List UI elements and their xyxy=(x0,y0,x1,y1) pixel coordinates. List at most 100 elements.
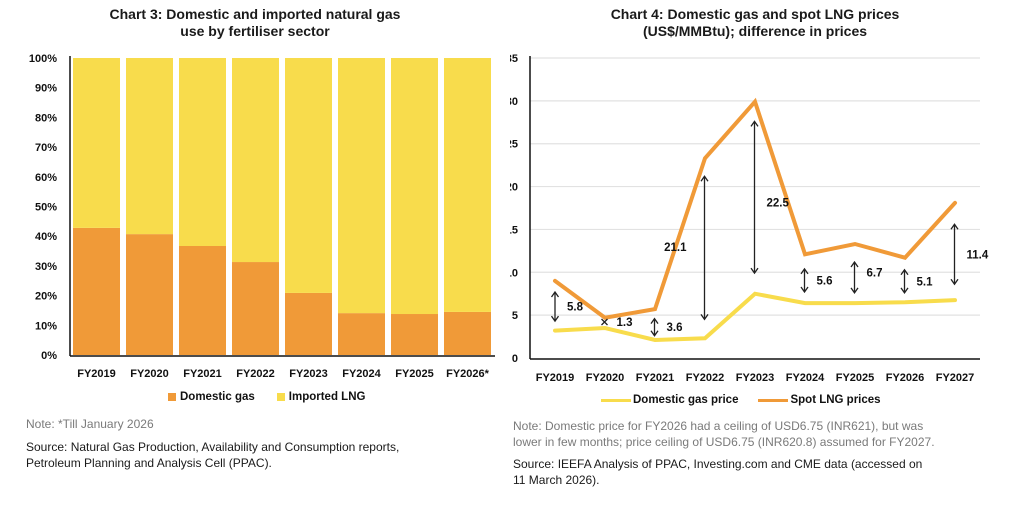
chart4-note: Note: Domestic price for FY2026 had a ce… xyxy=(513,418,935,450)
x-tick-label: FY2024 xyxy=(342,368,381,380)
legend-item-domestic-gas: Domestic gas xyxy=(168,391,255,403)
x-tick-label: FY2022 xyxy=(686,372,725,384)
y-tick-label: 20% xyxy=(35,291,57,303)
y-tick-label: 70% xyxy=(35,142,57,154)
y-tick-label: 25 xyxy=(510,139,518,151)
chart3-legend: Domestic gas Imported LNG xyxy=(168,391,387,403)
bar-imported-lng-FY2022 xyxy=(232,58,279,263)
y-tick-label: 0% xyxy=(41,350,57,362)
diff-arrow-FY2024 xyxy=(800,267,809,294)
legend-swatch-domestic-gas-price xyxy=(601,398,631,402)
diff-arrow-FY2027 xyxy=(950,223,959,286)
bar-domestic-gas-FY2024 xyxy=(338,313,385,355)
diff-label-FY2019: 5.8 xyxy=(567,302,584,314)
bar-domestic-gas-FY2026 xyxy=(444,311,491,355)
diff-arrow-FY2022 xyxy=(700,175,709,321)
chart4-source-line1: Source: IEEFA Analysis of PPAC, Investin… xyxy=(513,457,923,471)
x-tick-label: FY2019 xyxy=(77,368,116,380)
y-tick-label: 100% xyxy=(29,53,57,65)
bar-imported-lng-FY2025 xyxy=(391,58,438,315)
x-tick-label: FY2020 xyxy=(130,368,169,380)
bar-domestic-gas-FY2021 xyxy=(179,246,226,355)
chart3-title: Chart 3: Domestic and imported natural g… xyxy=(0,6,510,40)
legend-label-spot-lng-prices: Spot LNG prices xyxy=(790,394,881,406)
diff-arrow-FY2025 xyxy=(850,260,859,294)
x-tick-label: FY2026* xyxy=(446,368,490,380)
x-tick-label: FY2021 xyxy=(636,372,675,384)
y-tick-label: 80% xyxy=(35,112,57,124)
diff-arrow-FY2023 xyxy=(750,120,759,275)
legend-item-spot-lng-prices: Spot LNG prices xyxy=(758,394,881,406)
x-tick-label: FY2026 xyxy=(886,372,925,384)
diff-arrow-FY2021 xyxy=(650,317,659,337)
legend-item-domestic-gas-price: Domestic gas price xyxy=(601,394,738,406)
x-tick-label: FY2025 xyxy=(836,372,875,384)
bar-domestic-gas-FY2023 xyxy=(285,292,332,355)
chart3-source: Source: Natural Gas Production, Availabi… xyxy=(26,439,399,471)
y-tick-label: 30% xyxy=(35,261,57,273)
x-tick-label: FY2023 xyxy=(736,372,775,384)
x-tick-label: FY2022 xyxy=(236,368,275,380)
diff-arrow-FY2019 xyxy=(550,290,560,323)
diff-arrow-FY2026 xyxy=(900,268,909,294)
legend-item-imported-lng: Imported LNG xyxy=(276,391,366,403)
x-tick-label: FY2024 xyxy=(786,372,825,384)
bar-imported-lng-FY2024 xyxy=(338,58,385,314)
x-tick-label: FY2025 xyxy=(395,368,434,380)
y-tick-label: 50% xyxy=(35,202,57,214)
chart4-source: Source: IEEFA Analysis of PPAC, Investin… xyxy=(513,456,922,488)
chart3-title-line1: Chart 3: Domestic and imported natural g… xyxy=(109,6,401,22)
y-tick-label: 0 xyxy=(512,353,518,365)
bar-imported-lng-FY2020 xyxy=(126,58,173,235)
chart3-title-line2: use by fertiliser sector xyxy=(180,23,330,39)
y-tick-label: 30 xyxy=(510,96,518,108)
bar-imported-lng-FY2023 xyxy=(285,58,332,293)
diff-label-FY2024: 5.6 xyxy=(817,275,833,287)
y-tick-label: 10 xyxy=(510,267,518,279)
chart4-title-line2: (US$/MMBtu); difference in prices xyxy=(642,23,868,39)
legend-swatch-imported-lng xyxy=(276,393,285,401)
diff-label-FY2022: 21.1 xyxy=(664,242,687,254)
chart4-line-chart: 0 5 10 15 20 25 30 35 FY2019 FY2020 FY2021 FY2022 FY… xyxy=(510,53,989,384)
y-tick-label: 40% xyxy=(35,231,57,243)
chart4-legend: Domestic gas price Spot LNG prices xyxy=(601,394,903,406)
diff-label-FY2027: 11.4 xyxy=(967,249,989,261)
chart3-bar-chart: FY2019 FY2020 FY2021 FY2022 FY2023 FY2024 FY20… xyxy=(29,53,495,380)
diff-label-FY2025: 6.7 xyxy=(867,267,883,279)
chart3-source-line1: Source: Natural Gas Production, Availabi… xyxy=(26,440,400,454)
y-tick-label: 60% xyxy=(35,172,57,184)
diff-label-FY2026: 5.1 xyxy=(917,276,934,288)
chart4-source-line2: 11 March 2026). xyxy=(513,473,600,487)
y-tick-label: 15 xyxy=(510,224,518,236)
diff-arrow-FY2020 xyxy=(601,318,608,326)
y-tick-label: 20 xyxy=(510,182,518,194)
bar-domestic-gas-FY2025 xyxy=(391,314,438,355)
y-tick-label: 90% xyxy=(35,83,57,95)
diff-label-FY2021: 3.6 xyxy=(667,322,683,334)
chart3-note: Note: *Till January 2026 xyxy=(26,417,154,431)
y-tick-label: 35 xyxy=(510,53,518,65)
x-tick-label: FY2023 xyxy=(289,368,328,380)
x-tick-label: FY2021 xyxy=(183,368,222,380)
bar-imported-lng-FY2021 xyxy=(179,58,226,247)
x-tick-label: FY2027 xyxy=(936,372,975,384)
bar-imported-lng-FY2026 xyxy=(444,58,491,312)
legend-label-domestic-gas-price: Domestic gas price xyxy=(633,394,739,406)
chart4-title-line1: Chart 4: Domestic gas and spot LNG price… xyxy=(610,6,900,22)
diff-label-FY2023: 22.5 xyxy=(767,197,790,209)
x-tick-label: FY2020 xyxy=(586,372,625,384)
chart4-panel: Chart 4: Domestic gas and spot LNG price… xyxy=(510,0,1024,511)
bar-domestic-gas-FY2022 xyxy=(232,262,279,355)
bar-domestic-gas-FY2020 xyxy=(126,234,173,355)
chart4-title: Chart 4: Domestic gas and spot LNG price… xyxy=(510,6,1000,40)
y-tick-label: 5 xyxy=(512,310,518,322)
legend-swatch-domestic-gas xyxy=(168,393,176,401)
chart4-note-line2: lower in few months; price ceiling of US… xyxy=(513,435,935,449)
legend-swatch-spot-lng-prices xyxy=(758,398,789,402)
legend-label-domestic-gas: Domestic gas xyxy=(180,391,255,403)
bar-domestic-gas-FY2019 xyxy=(73,227,120,355)
bar-imported-lng-FY2019 xyxy=(73,58,120,228)
chart4-note-line1: Note: Domestic price for FY2026 had a ce… xyxy=(513,419,924,433)
legend-label-imported-lng: Imported LNG xyxy=(288,391,366,403)
y-tick-label: 10% xyxy=(35,320,57,332)
